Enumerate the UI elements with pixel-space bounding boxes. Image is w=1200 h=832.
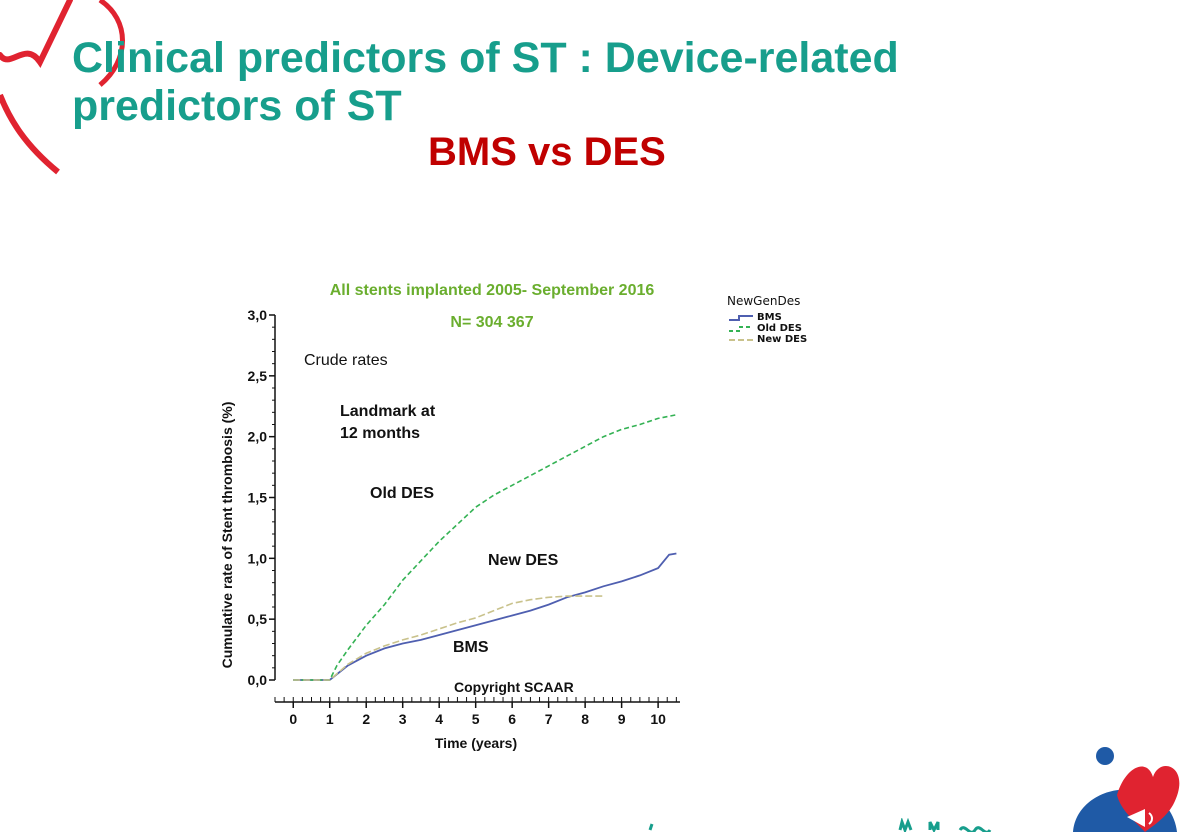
annotation-crude-rates: Crude rates [304,352,388,369]
series-layer [293,414,677,681]
corner-logo-icon [1073,747,1180,832]
survival-chart: All stents implanted 2005- September 201… [219,282,680,751]
legend-swatch-old-des [729,325,753,332]
y-tick-label: 1,0 [248,550,268,566]
x-tick-label: 9 [618,711,626,727]
y-tick-label: 2,5 [248,368,268,384]
legend-label-bms: BMS [757,312,782,323]
x-axis-label: Time (years) [435,735,517,751]
x-tick-label: 8 [581,711,589,727]
chart-title: All stents implanted 2005- September 201… [330,282,655,299]
y-tick-label: 0,5 [248,611,268,627]
annotation-landmark-line2: 12 months [340,425,420,442]
series-line-bms [293,552,677,681]
series-line-old-des [293,414,677,681]
x-tick-label: 6 [508,711,516,727]
y-tick-label: 0,0 [248,672,268,688]
series-line-new-des [293,595,604,681]
legend-item-new-des: New DES [727,334,807,345]
legend-label-old-des: Old DES [757,323,802,334]
legend-item-bms: BMS [727,312,807,323]
legend-title: NewGenDes [727,294,801,308]
x-tick-label: 5 [472,711,480,727]
annotation-landmark-line1: Landmark at [340,403,436,420]
footer-decoration-icon [648,818,992,832]
annotation-landmark: Landmark at 12 months [340,403,440,442]
y-axis-label: Cumulative rate of Stent thrombosis (%) [219,402,235,669]
x-tick-label: 1 [326,711,334,727]
slide-subtitle: BMS vs DES [428,130,666,174]
y-tick-label: 2,0 [248,429,268,445]
legend-item-old-des: Old DES [727,323,807,334]
legend-swatch-new-des [729,338,753,341]
y-tick-label: 1,5 [248,490,268,506]
x-tick-label: 4 [435,711,443,727]
x-tick-label: 0 [289,711,297,727]
slide-title: Clinical predictors of ST : Device-relat… [72,34,899,130]
x-tick-label: 10 [650,711,666,727]
x-tick-label: 7 [545,711,553,727]
annotation-bms: BMS [453,639,489,656]
annotation-new-des: New DES [488,552,559,569]
legend-swatch-bms [729,314,753,321]
annotation-copyright: Copyright SCAAR [454,679,574,695]
annotation-old-des: Old DES [370,485,434,502]
x-tick-label: 2 [362,711,370,727]
x-tick-label: 3 [399,711,407,727]
heart-logo-icon [0,0,125,175]
chart-legend: NewGenDes BMS Old DES New DES [727,294,807,345]
legend-label-new-des: New DES [757,334,808,345]
chart-subtitle: N= 304 367 [450,314,533,331]
chart-axes: 0,0 0,5 1,0 1,5 2,0 2,5 3,0 0 1 2 3 4 5 6 7 8 9 10 [248,307,680,727]
y-tick-label: 3,0 [248,307,268,323]
